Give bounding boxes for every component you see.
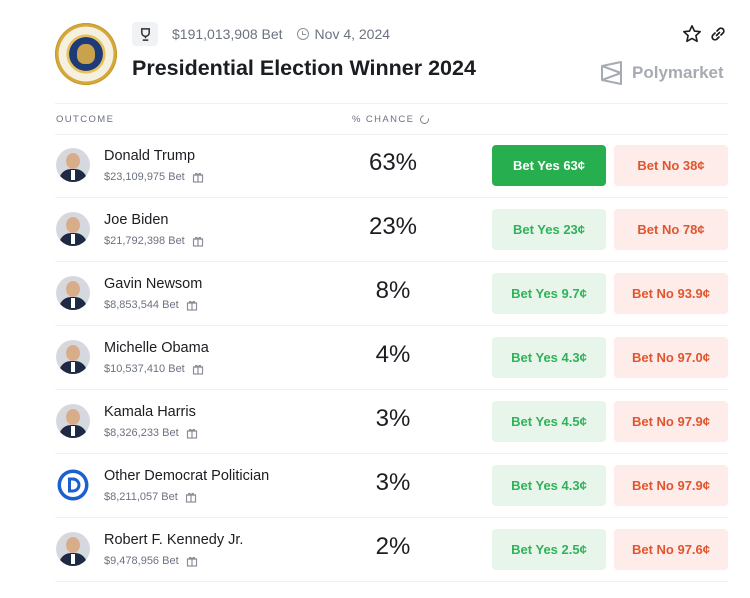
brand-name: Polymarket — [632, 63, 724, 82]
avatar — [56, 148, 90, 182]
polymarket-logo-icon — [601, 61, 622, 85]
outcome-row[interactable]: Joe Biden $21,792,398 Bet 23% Bet Yes 23¢ Be… — [55, 197, 728, 262]
outcome-volume-text: $8,326,233 Bet — [104, 427, 179, 439]
outcome-row[interactable]: Donald Trump $23,109,975 Bet 63% Bet Yes 63… — [55, 133, 728, 198]
outcome-volume-text: $9,478,956 Bet — [104, 555, 179, 567]
bet-yes-button[interactable]: Bet Yes 23¢ — [492, 209, 606, 250]
outcome-chance: 3% — [375, 469, 411, 496]
bet-no-button[interactable]: Bet No 97.0¢ — [614, 337, 728, 378]
chance-column-label: % CHANCE — [352, 114, 415, 125]
bet-no-button[interactable]: Bet No 93.9¢ — [614, 273, 728, 314]
bet-no-button[interactable]: Bet No 97.9¢ — [614, 401, 728, 442]
outcome-volume-text: $8,853,544 Bet — [104, 299, 179, 311]
chance-column-header: % CHANCE — [352, 113, 432, 126]
outcome-chance: 63% — [368, 149, 418, 176]
bet-yes-button[interactable]: Bet Yes 4.5¢ — [492, 401, 606, 442]
avatar — [56, 532, 90, 566]
outcome-name[interactable]: Kamala Harris — [104, 404, 196, 420]
avatar — [56, 212, 90, 246]
bet-no-button[interactable]: Bet No 78¢ — [614, 209, 728, 250]
outcome-volume: $8,853,544 Bet — [104, 299, 198, 311]
outcome-volume-text: $10,537,410 Bet — [104, 363, 185, 375]
outcome-volume: $8,211,057 Bet — [104, 491, 197, 503]
bet-no-button[interactable]: Bet No 38¢ — [614, 145, 728, 186]
market-meta: $191,013,908 Bet Nov 4, 2024 — [132, 22, 390, 46]
link-icon[interactable] — [709, 25, 727, 43]
market-header: $191,013,908 Bet Nov 4, 2024 Presidentia… — [0, 0, 750, 100]
outcome-chance: 3% — [375, 405, 411, 432]
outcome-name[interactable]: Other Democrat Politician — [104, 468, 270, 484]
star-icon[interactable] — [682, 24, 702, 44]
outcome-row[interactable]: Michelle Obama $10,537,410 Bet 4% Bet Yes 4… — [55, 325, 728, 390]
bet-no-button[interactable]: Bet No 97.9¢ — [614, 465, 728, 506]
presidential-seal-icon — [55, 23, 117, 85]
outcome-row[interactable]: Gavin Newsom $8,853,544 Bet 8% Bet Yes 9.7¢… — [55, 261, 728, 326]
outcome-name[interactable]: Donald Trump — [104, 148, 196, 164]
outcome-row[interactable]: Other Democrat Politician $8,211,057 Bet 3… — [55, 453, 728, 518]
page-title: Presidential Election Winner 2024 — [132, 56, 476, 80]
gift-icon[interactable] — [185, 491, 197, 503]
gift-icon[interactable] — [192, 363, 204, 375]
outcome-row[interactable]: Robert F. Kennedy Jr. $9,478,956 Bet 2% Bet… — [55, 517, 728, 582]
table-header: OUTCOME % CHANCE — [55, 103, 728, 135]
outcome-chance: 4% — [375, 341, 411, 368]
polymarket-brand[interactable]: Polymarket — [600, 60, 724, 86]
outcome-name[interactable]: Gavin Newsom — [104, 276, 203, 292]
market-date: Nov 4, 2024 — [314, 26, 391, 42]
clock-icon — [296, 28, 309, 40]
outcome-name[interactable]: Joe Biden — [104, 212, 169, 228]
bet-yes-button[interactable]: Bet Yes 4.3¢ — [492, 337, 606, 378]
outcome-volume-text: $23,109,975 Bet — [104, 171, 185, 183]
avatar — [56, 404, 90, 438]
outcome-column-header: OUTCOME — [56, 114, 115, 125]
democrat-logo-icon — [56, 468, 90, 502]
outcome-volume: $9,478,956 Bet — [104, 555, 198, 567]
bet-yes-button[interactable]: Bet Yes 63¢ — [492, 145, 606, 186]
gift-icon[interactable] — [186, 427, 198, 439]
bet-yes-button[interactable]: Bet Yes 9.7¢ — [492, 273, 606, 314]
outcome-name[interactable]: Robert F. Kennedy Jr. — [104, 532, 244, 548]
bet-yes-button[interactable]: Bet Yes 4.3¢ — [492, 465, 606, 506]
gift-icon[interactable] — [192, 235, 204, 247]
gift-icon[interactable] — [186, 555, 198, 567]
avatar — [56, 340, 90, 374]
outcome-chance: 2% — [375, 533, 411, 560]
outcome-row[interactable]: Kamala Harris $8,326,233 Bet 3% Bet Yes 4.5… — [55, 389, 728, 454]
outcome-volume: $10,537,410 Bet — [104, 363, 204, 375]
outcome-chance: 8% — [375, 277, 411, 304]
total-volume: $191,013,908 Bet — [172, 26, 283, 42]
outcome-volume: $23,109,975 Bet — [104, 171, 204, 183]
gift-icon[interactable] — [186, 299, 198, 311]
outcome-volume: $8,326,233 Bet — [104, 427, 198, 439]
bet-yes-button[interactable]: Bet Yes 2.5¢ — [492, 529, 606, 570]
avatar — [56, 276, 90, 310]
refresh-icon[interactable] — [418, 113, 432, 126]
bet-no-button[interactable]: Bet No 97.6¢ — [614, 529, 728, 570]
outcome-volume-text: $21,792,398 Bet — [104, 235, 185, 247]
gift-icon[interactable] — [192, 171, 204, 183]
outcome-volume: $21,792,398 Bet — [104, 235, 204, 247]
outcome-chance: 23% — [368, 213, 418, 240]
outcome-name[interactable]: Michelle Obama — [104, 340, 209, 356]
outcome-volume-text: $8,211,057 Bet — [104, 491, 178, 503]
trophy-icon — [132, 22, 158, 46]
